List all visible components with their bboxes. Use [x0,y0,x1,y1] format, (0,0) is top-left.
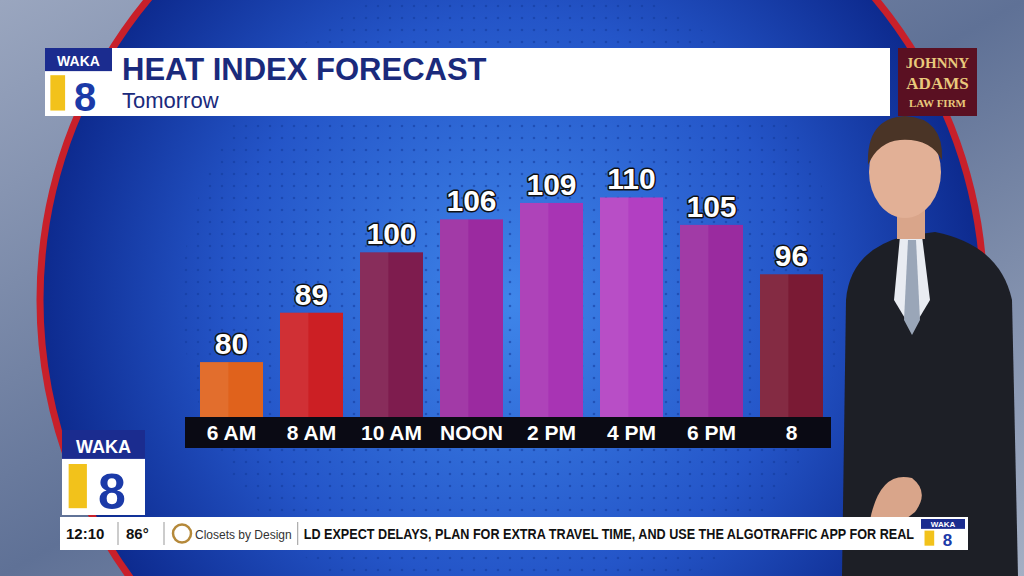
category-label: 8 AM [287,421,336,444]
sponsor-box [898,48,977,116]
ticker-bar [60,517,968,550]
logo-name: WAKA [76,437,131,457]
category-label: 6 PM [687,421,736,444]
ticker-logo: WAKA 8 [921,519,965,550]
bar-sheen [360,252,388,417]
logo-band [921,519,965,529]
data-label: 80 [215,327,248,360]
bar [680,225,743,417]
bar [440,219,503,417]
bar-sheen [280,313,308,417]
category-label: NOON [440,421,503,444]
title-bar [45,48,890,116]
bar-sheen [520,203,548,417]
bar-sheen [680,225,708,417]
ticker-text: LD EXPECT DELAYS, PLAN FOR EXTRA TRAVEL … [304,526,915,542]
data-label: 109 [526,168,576,201]
data-label: 100 [366,217,416,250]
logo-band [45,48,112,71]
category-label: 4 PM [607,421,656,444]
ticker-temperature: 86° [126,525,149,542]
logo-accent [69,464,87,508]
sponsor: JOHNNY ADAMS LAW FIRM [898,48,977,116]
logo-channel: 8 [98,464,126,520]
ticker-time: 12:10 [66,525,104,542]
logo-band [62,430,145,459]
red-ring [40,0,984,576]
bar [600,197,663,417]
stage: WAKA 8 HEAT INDEX FORECASTTomorrow JOHNNY AD… [0,0,1024,576]
tie [904,240,920,335]
category-label: 6 AM [207,421,256,444]
data-labels: 80 89 100 106 109 110 105 96 [215,162,808,360]
bar-sheen [760,274,788,417]
advertiser-icon [173,525,191,543]
separator [297,522,298,545]
bar-sheen [440,219,468,417]
separator [118,522,119,545]
bar [200,362,263,417]
data-label: 105 [686,190,736,223]
sponsor-line: ADAMS [906,74,968,93]
data-label: 89 [295,278,328,311]
ticker-advertiser: Closets by Design [195,528,292,542]
ticker: 12:10 86° Closets by Design LD EXPECT DELAY… [60,517,968,550]
logo-channel: 8 [74,75,96,119]
data-label: 96 [775,239,808,272]
logo-accent [925,531,935,546]
data-label: 110 [607,162,655,195]
data-label: 106 [446,184,496,217]
bar [760,274,823,417]
logo-channel: 8 [943,531,952,550]
sponsor-line: JOHNNY [906,55,970,71]
bar [360,252,423,417]
bar-sheen [600,197,628,417]
corner-logo: WAKA 8 [62,430,145,520]
separator [164,522,165,545]
bars [200,197,823,417]
logo-name: WAKA [57,53,100,69]
hair [868,116,942,165]
title-logo: WAKA 8 [45,48,112,119]
bar-sheen [200,362,228,417]
sponsor-line: LAW FIRM [909,97,967,109]
category-label: 10 AM [361,421,422,444]
bar [280,313,343,417]
logo-name: WAKA [931,520,956,529]
category-strip [185,417,831,448]
bar [520,203,583,417]
category-label: 2 PM [527,421,576,444]
presenter [842,116,1018,576]
chart-subtitle: Tomorrow [122,88,219,113]
logo-accent [50,75,65,110]
category-label: 8 [786,421,798,444]
blue-disc [40,0,984,576]
chart-title: HEAT INDEX FORECAST [122,52,487,87]
hands [870,477,922,524]
